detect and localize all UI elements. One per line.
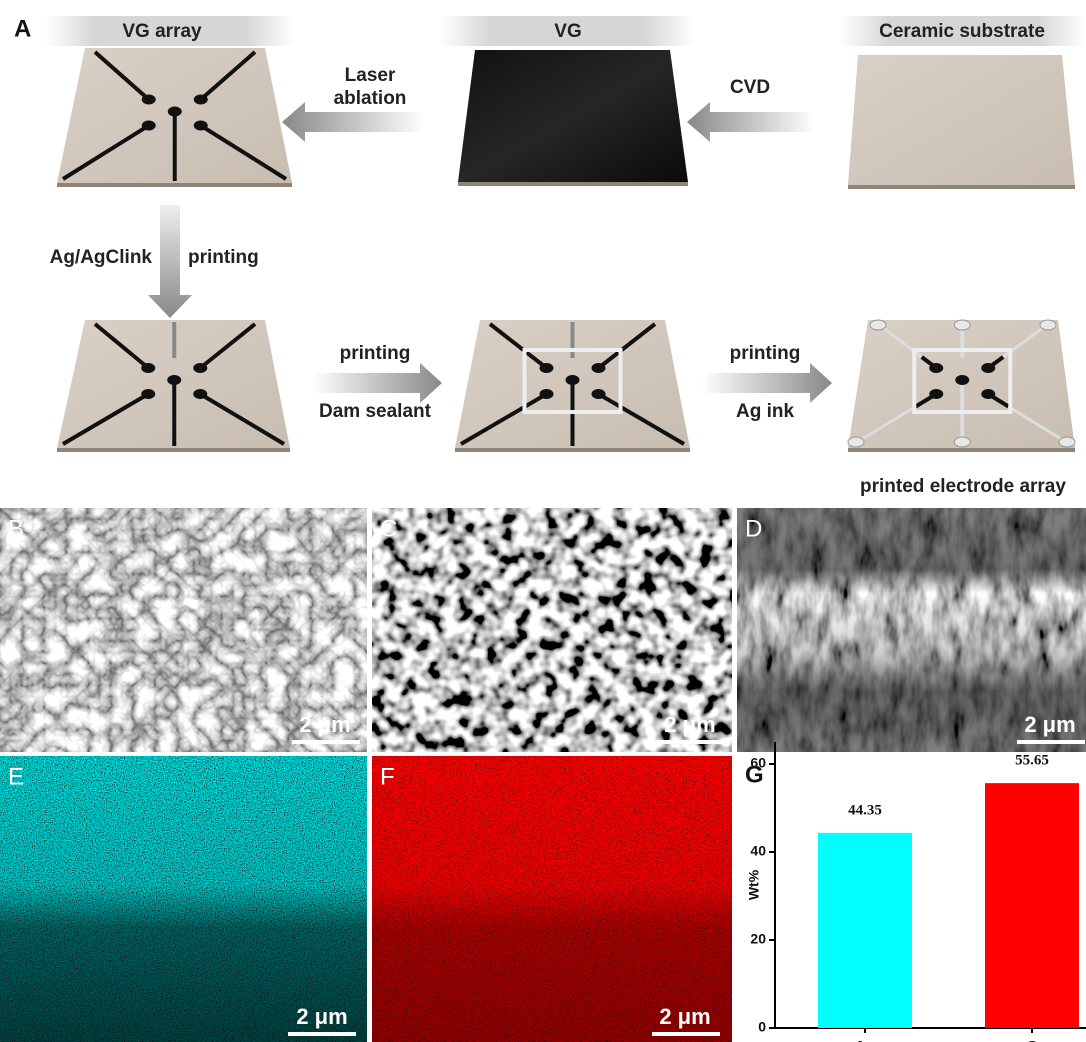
plate-edge: [57, 183, 292, 187]
eds-map: E 2 μm: [0, 756, 367, 1042]
plate-edge: [848, 185, 1075, 189]
electrode: [540, 363, 554, 373]
electrode: [141, 363, 155, 373]
contact-pad: [954, 320, 970, 330]
electrode: [566, 375, 580, 385]
electrode: [142, 121, 156, 131]
contact-pad: [1040, 320, 1056, 330]
contact-pad: [848, 437, 864, 447]
y-tick-label: 60: [750, 755, 766, 771]
step-label: CVD: [730, 77, 770, 98]
electrode: [929, 363, 943, 373]
step-label: printing: [730, 343, 801, 364]
stage-header: VG array: [122, 21, 202, 42]
plate-edge: [57, 448, 290, 452]
scale-bar-label: 2 μm: [299, 712, 350, 737]
bar: [985, 783, 1079, 1028]
scale-bar: [657, 740, 725, 744]
figure: A VG array VG Ceramic substrate Laser ab…: [0, 0, 1086, 1042]
sem-image: D 2 μm: [737, 508, 1086, 752]
eds-map: F 2 μm: [372, 756, 732, 1042]
electrode: [981, 363, 995, 373]
scale-bar-label: 2 μm: [659, 1004, 710, 1029]
scale-bar: [288, 1032, 356, 1036]
step-label: printing: [340, 343, 411, 364]
plate-edge: [848, 448, 1075, 452]
electrode: [141, 389, 155, 399]
panel-label: D: [745, 515, 762, 542]
electrode: [194, 121, 208, 131]
contact-pad: [870, 320, 886, 330]
value-label: 55.65: [1015, 753, 1049, 769]
stage-header: Ceramic substrate: [879, 21, 1045, 42]
electrode: [540, 389, 554, 399]
electrode: [955, 375, 969, 385]
contact-pad: [1059, 437, 1075, 447]
electrode: [193, 389, 207, 399]
panel-label: E: [8, 763, 24, 790]
sem-image: B 2 μm: [0, 508, 367, 752]
scale-bar-label: 2 μm: [296, 1004, 347, 1029]
scale-bar: [1017, 740, 1085, 744]
electrode: [167, 375, 181, 385]
scale-bar-label: 2 μm: [1024, 712, 1075, 737]
electrode: [193, 363, 207, 373]
panel-label: F: [380, 763, 395, 790]
panel-label: B: [8, 515, 24, 542]
plate: [458, 50, 688, 182]
panel-label: A: [14, 15, 31, 42]
step-label: ablation: [334, 88, 407, 109]
electrode: [929, 389, 943, 399]
plate-edge: [455, 448, 690, 452]
y-axis-label: Wt%: [746, 869, 762, 900]
step-label: printing: [188, 247, 259, 268]
scale-bar-label: 2 μm: [664, 712, 715, 737]
step-label: Ag ink: [736, 401, 794, 422]
scale-bar: [652, 1032, 720, 1036]
panel-label: C: [380, 515, 397, 542]
y-tick-label: 20: [750, 931, 766, 947]
y-tick-label: 40: [750, 843, 766, 859]
scale-bar: [292, 740, 360, 744]
y-tick-label: 0: [758, 1019, 766, 1035]
plate: [848, 55, 1075, 185]
electrode: [142, 95, 156, 105]
arrow: [687, 102, 815, 142]
arrow: [702, 363, 832, 403]
bar: [818, 833, 912, 1028]
sem-image: C 2 μm: [372, 508, 732, 752]
electrode: [592, 389, 606, 399]
plate-edge: [458, 182, 688, 186]
step-label: Dam sealant: [319, 401, 432, 422]
step-label: Laser: [345, 65, 396, 86]
electrode: [168, 107, 182, 117]
arrow: [148, 205, 192, 318]
stage-header: VG: [554, 21, 581, 42]
electrode: [592, 363, 606, 373]
result-label: printed electrode array: [860, 476, 1066, 497]
step-label: Ag/AgClink: [50, 247, 153, 268]
contact-pad: [954, 437, 970, 447]
arrow: [312, 363, 442, 403]
electrode: [194, 95, 208, 105]
electrode: [981, 389, 995, 399]
value-label: 44.35: [848, 802, 882, 818]
